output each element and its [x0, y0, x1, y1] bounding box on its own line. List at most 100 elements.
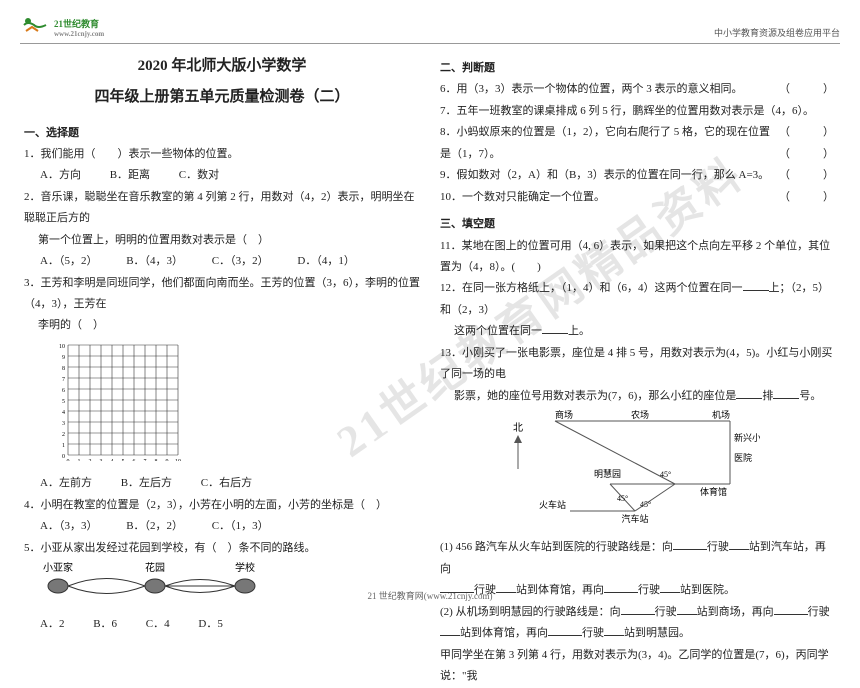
q9: 9．假如数对（2，A）和（B，3）表示的位置在同一行，那么 A=3。（ ）	[440, 165, 836, 186]
svg-text:9: 9	[62, 355, 65, 361]
svg-text:体育馆: 体育馆	[700, 486, 727, 497]
q1-a: A．方向	[40, 165, 81, 186]
q8: 8．小蚂蚁原来的位置是（1，2），它向右爬行了 5 格，它的现在位置是（1，7）…	[440, 122, 836, 165]
q3-c: C．右后方	[201, 473, 252, 494]
route1: (1) 456 路汽车从火车站到医院的行驶路线是：向行驶站到汽车站，再向	[440, 537, 836, 580]
svg-text:9: 9	[166, 459, 169, 461]
q12-cont: 这两个位置在同一上。	[440, 321, 836, 342]
q5-b: B．6	[93, 614, 117, 635]
svg-text:机场: 机场	[712, 409, 730, 420]
svg-text:4: 4	[62, 410, 65, 416]
q7: 7．五年一班教室的课桌排成 6 列 5 行，鹏辉坐的位置用数对表示是（4，6）。…	[440, 101, 836, 122]
left-column: 2020 年北师大版小学数学 四年级上册第五单元质量检测卷（二） 一、选择题 1…	[24, 52, 420, 580]
title-line1: 2020 年北师大版小学数学	[24, 52, 420, 81]
paren: （ ）	[779, 144, 834, 165]
q2-opts: A．（5，2） B．（4，3） C．（3，2） D．（4，1）	[24, 251, 420, 272]
q2a: 2．音乐课，聪聪坐在音乐教室的第 4 列第 2 行，用数对（4，2）表示，明明坐…	[24, 187, 420, 230]
svg-text:明慧园: 明慧园	[594, 468, 621, 479]
label-home: 小亚家	[43, 561, 73, 574]
q5-a: A．2	[40, 614, 64, 635]
q5: 5．小亚从家出发经过花园到学校，有（ ）条不同的路线。	[24, 538, 420, 559]
svg-text:5: 5	[62, 399, 65, 405]
svg-text:4: 4	[111, 459, 114, 461]
route-figure: 小亚家 花园 学校	[40, 561, 270, 603]
svg-text:1: 1	[62, 443, 65, 449]
logo-icon	[20, 15, 50, 39]
svg-text:45°: 45°	[660, 470, 671, 479]
logo: 21世纪教育 www.21cnjy.com	[20, 15, 104, 39]
q13a: 13．小刚买了一张电影票，座位是 4 排 5 号，用数对表示为(4，5)。小红与…	[440, 343, 836, 386]
section3-heading: 三、填空题	[440, 214, 836, 235]
q3b: 李明的（ ）	[24, 315, 420, 336]
svg-text:北: 北	[513, 422, 523, 434]
q1-c: C．数对	[179, 165, 219, 186]
svg-text:新兴小区: 新兴小区	[734, 432, 760, 443]
svg-text:0: 0	[67, 459, 70, 461]
q10: 10．一个数对只能确定一个位置。（ ）	[440, 187, 836, 208]
route2b: 站到体育馆，再向行驶站到明慧园。	[440, 623, 836, 644]
q5-c: C．4	[146, 614, 170, 635]
q11: 11．某地在图上的位置可用（4, 6）表示，如果把这个点向左平移 2 个单位，其…	[440, 236, 836, 279]
logo-url: www.21cnjy.com	[54, 30, 104, 38]
svg-text:商场: 商场	[555, 409, 573, 420]
q5-opts: A．2 B．6 C．4 D．5	[24, 614, 420, 635]
svg-text:2: 2	[62, 432, 65, 438]
q12: 12．在同一张方格纸上，（1，4）和（6，4）这两个位置在同一上；（2，5）和（…	[440, 278, 836, 321]
svg-text:医院: 医院	[734, 452, 752, 463]
paren: （ ）	[779, 165, 834, 186]
svg-text:6: 6	[133, 459, 136, 461]
paren: （ ）	[779, 79, 834, 100]
svg-text:3: 3	[62, 421, 65, 427]
svg-text:农场: 农场	[631, 409, 649, 420]
svg-text:3: 3	[100, 459, 103, 461]
q4-c: C．（1，3）	[212, 516, 269, 537]
q4-a: A．（3，3）	[40, 516, 97, 537]
q2-a: A．（5，2）	[40, 251, 97, 272]
section2-heading: 二、判断题	[440, 58, 836, 79]
svg-text:火车站: 火车站	[539, 499, 566, 510]
logo-text: 21世纪教育	[54, 17, 104, 30]
q4: 4．小明在教室的位置是（2，3），小芳在小明的左面，小芳的坐标是（ ）	[24, 495, 420, 516]
logo-text-box: 21世纪教育 www.21cnjy.com	[54, 17, 104, 38]
page-content: 2020 年北师大版小学数学 四年级上册第五单元质量检测卷（二） 一、选择题 1…	[24, 52, 836, 580]
label-garden: 花园	[145, 561, 165, 574]
q5-d: D．5	[198, 614, 222, 635]
svg-text:6: 6	[62, 388, 65, 394]
title-line2: 四年级上册第五单元质量检测卷（二）	[24, 83, 420, 112]
svg-text:2: 2	[89, 459, 92, 461]
header-bar: 21世纪教育 www.21cnjy.com 中小学教育资源及组卷应用平台	[20, 8, 840, 44]
q4-opts: A．（3，3） B．（2，2） C．（1，3）	[24, 516, 420, 537]
route1b: 行驶站到体育馆，再向行驶站到医院。	[440, 580, 836, 601]
map-figure: 北 商场 农场 机场 新兴小区 医院 体育馆 45° 明慧园 45° 火车站	[500, 409, 760, 527]
svg-text:5: 5	[122, 459, 125, 461]
svg-text:0: 0	[62, 454, 65, 460]
svg-text:8: 8	[155, 459, 158, 461]
q2-c: C．（3，2）	[212, 251, 269, 272]
header-right: 中小学教育资源及组卷应用平台	[714, 26, 840, 39]
q-last: 甲同学坐在第 3 列第 4 行，用数对表示为(3，4)。乙同学的位置是(7，6)…	[440, 645, 836, 688]
svg-text:10: 10	[175, 459, 181, 461]
svg-text:45°: 45°	[617, 494, 628, 503]
q1-opts: A．方向 B．距离 C．数对	[24, 165, 420, 186]
q2-d: D．（4，1）	[297, 251, 354, 272]
svg-text:7: 7	[62, 377, 65, 383]
q3-b: B．左后方	[121, 473, 172, 494]
q3-a: A．左前方	[40, 473, 92, 494]
section1-heading: 一、选择题	[24, 123, 420, 144]
q1-b: B．距离	[110, 165, 150, 186]
q3-opts: A．左前方 B．左后方 C．右后方	[24, 473, 420, 494]
q1: 1．我们能用（ ）表示一些物体的位置。	[24, 144, 420, 165]
svg-text:7: 7	[144, 459, 147, 461]
q13b: 影票，她的座位号用数对表示为(7，6)，那么小红的座位是排号。	[440, 386, 836, 407]
route2: (2) 从机场到明慧园的行驶路线是：向行驶站到商场，再向行驶	[440, 602, 836, 623]
svg-text:10: 10	[59, 344, 65, 350]
q2b: 第一个位置上，明明的位置用数对表示是（ ）	[24, 230, 420, 251]
label-school: 学校	[235, 561, 255, 574]
q3a: 3．王芳和李明是同班同学，他们都面向南而坐。王芳的位置（3，6），李明的位置（4…	[24, 273, 420, 316]
paren: （ ）	[779, 122, 834, 143]
q4-b: B．（2，2）	[126, 516, 183, 537]
q6: 6．用（3，3）表示一个物体的位置，两个 3 表示的意义相同。（ ）	[440, 79, 836, 100]
right-column: 二、判断题 6．用（3，3）表示一个物体的位置，两个 3 表示的意义相同。（ ）…	[440, 52, 836, 580]
svg-text:1: 1	[78, 459, 81, 461]
q2-b: B．（4，3）	[126, 251, 183, 272]
